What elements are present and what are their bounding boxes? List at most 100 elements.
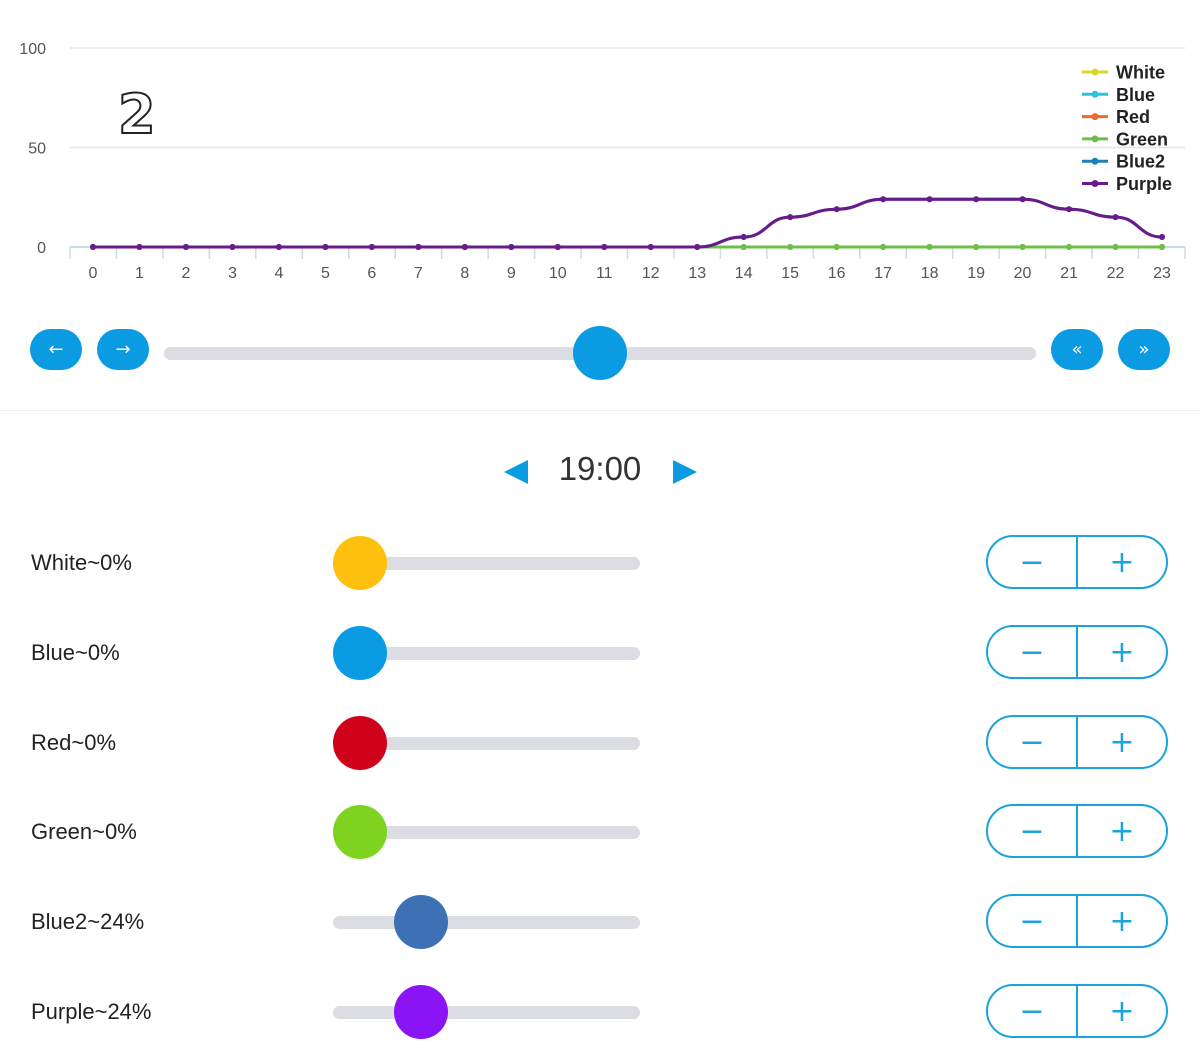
increment-button[interactable]: + xyxy=(1109,724,1135,760)
stepper-divider xyxy=(1076,806,1078,856)
triangle-right-icon[interactable] xyxy=(673,460,697,484)
x-tick-label: 18 xyxy=(921,265,939,282)
data-point-purple xyxy=(182,244,189,250)
increment-button[interactable]: + xyxy=(1109,813,1135,849)
stepper-divider xyxy=(1076,896,1078,946)
channel-stepper: − + xyxy=(986,984,1168,1038)
data-point-purple xyxy=(1066,206,1073,213)
increment-button[interactable]: + xyxy=(1109,993,1135,1029)
channel-stepper: − + xyxy=(986,715,1168,769)
hour-slider-thumb[interactable] xyxy=(573,326,627,380)
channel-slider-thumb[interactable] xyxy=(333,716,387,770)
data-point-purple xyxy=(787,214,794,221)
data-point-purple xyxy=(508,244,515,250)
data-point-purple xyxy=(694,244,701,250)
x-tick-label: 17 xyxy=(874,265,892,282)
x-tick-label: 2 xyxy=(182,265,191,282)
channel-slider-track[interactable] xyxy=(333,557,640,570)
channel-row: White~0% − + xyxy=(0,533,1200,593)
channel-slider-track[interactable] xyxy=(333,826,640,839)
legend-label-red: Red xyxy=(1116,107,1150,127)
data-point-purple xyxy=(1159,234,1165,241)
previous-button[interactable]: ← xyxy=(30,329,82,370)
data-point-green xyxy=(1066,244,1073,250)
x-tick-label: 3 xyxy=(228,265,237,282)
channel-stepper: − + xyxy=(986,894,1168,948)
increment-button[interactable]: + xyxy=(1109,634,1135,670)
triangle-left-icon[interactable] xyxy=(504,460,528,484)
data-point-green xyxy=(1112,244,1119,250)
schedule-number: 2 xyxy=(117,83,157,146)
data-point-green xyxy=(926,244,933,250)
fast-forward-button[interactable]: » xyxy=(1118,329,1170,370)
channel-slider-thumb[interactable] xyxy=(333,626,387,680)
legend-label-white: White xyxy=(1116,63,1165,83)
stepper-divider xyxy=(1076,986,1078,1036)
decrement-button[interactable]: − xyxy=(1019,813,1045,849)
legend-marker-blue2 xyxy=(1091,157,1099,165)
x-tick-label: 23 xyxy=(1153,265,1171,282)
legend-label-blue: Blue xyxy=(1116,85,1155,105)
channel-slider-track[interactable] xyxy=(333,1006,640,1019)
channel-slider-track[interactable] xyxy=(333,737,640,750)
x-tick-label: 21 xyxy=(1060,265,1078,282)
legend-marker-blue xyxy=(1091,90,1099,98)
x-tick-label: 5 xyxy=(321,265,330,282)
series-line-blue2 xyxy=(93,197,1163,249)
x-tick-label: 14 xyxy=(735,265,753,282)
decrement-button[interactable]: − xyxy=(1019,724,1045,760)
data-point-green xyxy=(787,244,794,250)
data-point-green xyxy=(973,244,980,250)
channel-slider-thumb[interactable] xyxy=(333,805,387,859)
current-time: 19:00 xyxy=(558,450,642,487)
data-point-purple xyxy=(880,196,887,203)
x-tick-label: 13 xyxy=(688,265,706,282)
channel-row: Blue2~24% − + xyxy=(0,892,1200,952)
data-point-purple xyxy=(368,244,375,250)
channel-stepper: − + xyxy=(986,625,1168,679)
channel-label: Blue~0% xyxy=(31,640,120,665)
channel-slider-thumb[interactable] xyxy=(333,536,387,590)
x-tick-label: 9 xyxy=(507,265,516,282)
data-point-purple xyxy=(1112,214,1119,221)
legend-label-blue2: Blue2 xyxy=(1116,152,1165,172)
channel-label: Green~0% xyxy=(31,819,137,844)
data-point-purple xyxy=(740,234,747,241)
decrement-button[interactable]: − xyxy=(1019,993,1045,1029)
decrement-button[interactable]: − xyxy=(1019,544,1045,580)
increment-button[interactable]: + xyxy=(1109,903,1135,939)
double-chevron-right-icon: » xyxy=(1138,339,1150,360)
double-chevron-left-icon: « xyxy=(1071,339,1083,360)
increment-button[interactable]: + xyxy=(1109,544,1135,580)
series-line-purple xyxy=(93,197,1163,249)
x-tick-label: 8 xyxy=(460,265,469,282)
stepper-divider xyxy=(1076,717,1078,767)
channel-slider-track[interactable] xyxy=(333,916,640,929)
channel-label: White~0% xyxy=(31,550,132,575)
data-point-purple xyxy=(833,206,840,213)
data-point-purple xyxy=(229,244,236,250)
channel-stepper: − + xyxy=(986,535,1168,589)
rewind-button[interactable]: « xyxy=(1051,329,1103,370)
next-button[interactable]: → xyxy=(97,329,149,370)
data-point-purple xyxy=(415,244,422,250)
x-tick-label: 1 xyxy=(135,265,144,282)
x-tick-label: 4 xyxy=(274,265,283,282)
decrement-button[interactable]: − xyxy=(1019,903,1045,939)
channel-slider-thumb[interactable] xyxy=(393,895,448,949)
stepper-divider xyxy=(1076,537,1078,587)
channel-row: Purple~24% − + xyxy=(0,982,1200,1042)
channel-slider-track[interactable] xyxy=(333,647,640,660)
channel-label: Blue2~24% xyxy=(31,909,145,934)
channel-stepper: − + xyxy=(986,804,1168,858)
channel-slider-thumb[interactable] xyxy=(393,985,448,1039)
data-point-purple xyxy=(601,244,608,250)
y-tick-label: 0 xyxy=(37,240,46,257)
x-tick-label: 22 xyxy=(1107,265,1125,282)
arrow-right-icon: → xyxy=(115,339,131,360)
decrement-button[interactable]: − xyxy=(1019,634,1045,670)
channel-row: Red~0% − + xyxy=(0,713,1200,773)
data-point-purple xyxy=(1019,196,1026,203)
y-tick-label: 50 xyxy=(28,141,46,158)
